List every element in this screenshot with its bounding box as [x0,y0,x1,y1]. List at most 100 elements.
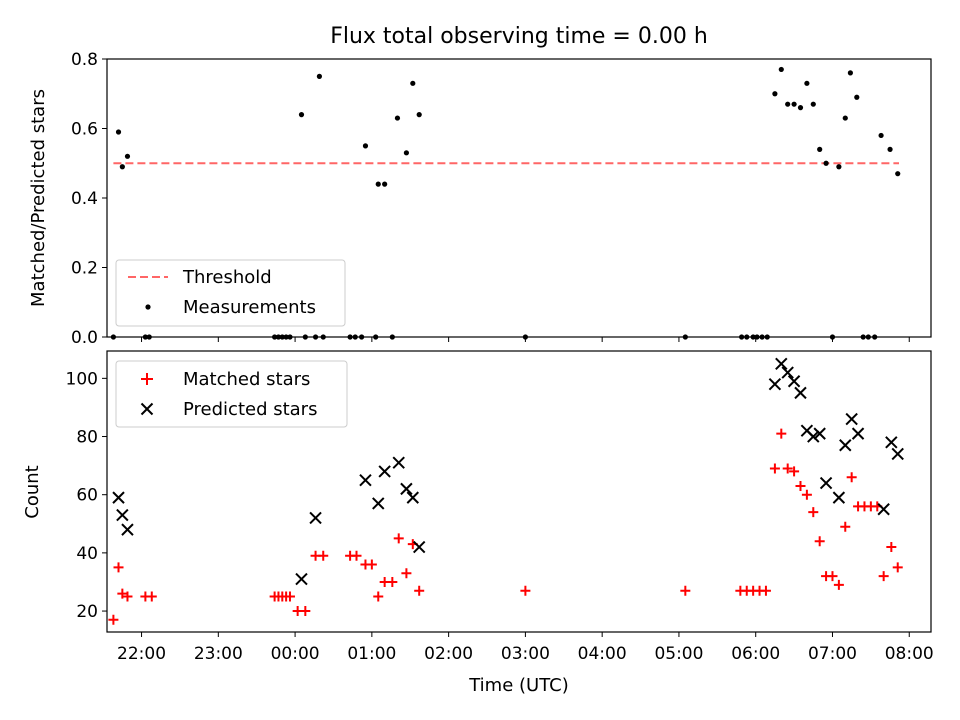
figure-title: Flux total observing time = 0.00 h [330,24,708,49]
measurement-point [854,94,860,100]
x-tick-label: 07:00 [808,644,857,664]
bottom-axes-frame [106,350,932,633]
predicted-star-point [768,377,782,391]
top-legend: Threshold Measurements [115,259,346,327]
bottom-panel: Count 20 40 60 80 100 22:00 23:00 00:00 01:00 02:… [22,350,934,664]
matched-star-point [351,550,362,561]
measurement-point [791,101,797,107]
top-y-axis-label: Matched/Predicted stars [28,89,49,307]
measurement-point [895,171,901,177]
x-tick-label: 22:00 [117,644,166,664]
measurement-point [804,80,810,86]
predicted-star-point [309,511,322,525]
matched-star-point [801,489,812,500]
matched-star-point [401,568,412,579]
measurement-point [124,153,131,159]
x-tick-label: 23:00 [194,644,243,664]
measurement-point [785,101,791,107]
top-y-tick-label: 0.4 [71,189,98,209]
predicted-star-point [378,465,391,478]
predicted-star-point [891,447,904,461]
predicted-star-point [839,439,852,452]
predicted-legend-label: Predicted stars [183,399,317,420]
matched-star-point [117,588,128,599]
matched-legend-swatch [141,373,153,385]
matched-star-point [846,472,857,483]
matched-star-point [387,576,398,587]
top-y-tick-label: 0.6 [71,120,98,140]
x-tick-label: 03:00 [501,644,550,664]
matched-star-point [892,562,903,573]
measurement-point [316,73,322,79]
matched-star-point [776,428,787,439]
predicted-legend-swatch [140,402,154,416]
top-plot-area: 0.0 0.2 0.4 0.6 0.8 [71,50,932,348]
threshold-legend-label: Threshold [182,267,272,288]
matched-star-point [789,466,800,477]
x-tick-label: 02:00 [424,644,473,664]
measurement-point [772,91,778,97]
matched-star-point [414,585,425,596]
bottom-y-tick-label: 20 [76,602,98,622]
measurement-point [298,112,305,118]
predicted-legend-marker [140,402,154,416]
matched-star-point [146,591,157,602]
predicted-star-point [794,386,807,400]
bottom-legend-frame [115,360,348,428]
x-tick-label: 00:00 [271,644,320,664]
predicted-star-point [787,375,801,388]
matched-star-point [782,463,793,474]
measurements-legend-label: Measurements [183,297,316,318]
measurement-point [836,164,842,170]
measurement-point [403,150,410,156]
measurements-legend-swatch [145,304,151,310]
measurement-point [410,80,416,86]
bottom-y-tick-label: 100 [66,369,98,389]
matched-star-point [878,571,889,582]
predicted-star-point [813,427,826,440]
x-tick-label: 06:00 [731,644,780,664]
predicted-star-point [775,357,788,371]
top-y-tick-label: 0.0 [71,328,98,348]
matched-legend-marker [141,373,153,385]
top-axes-frame [106,58,932,338]
matched-star-point [393,533,404,544]
bottom-plot-area: 20 40 60 80 100 22:00 23:00 00:00 01:00 02:00 03:0… [66,350,934,664]
x-tick-label: 04:00 [578,644,627,664]
top-y-tick-label: 0.8 [71,50,98,70]
predicted-star-point [372,497,385,510]
x-axis-label: Time (UTC) [468,675,569,696]
matched-star-point [795,480,806,491]
x-tick-label: 08:00 [885,644,934,664]
matched-star-point [520,585,531,596]
matched-star-point [108,614,119,625]
predicted-star-point [781,366,794,379]
measurement-point [847,70,853,76]
predicted-star-point [819,476,833,490]
measurement-point [416,112,422,118]
predicted-star-point [845,412,858,426]
predicted-star-point [392,456,405,469]
measurement-point [394,115,401,121]
measurement-point [797,105,804,111]
predicted-star-point [885,436,898,449]
bottom-y-axis-label: Count [22,465,43,518]
measurement-point [887,146,893,152]
predicted-star-point [832,491,846,504]
predicted-star-point [295,572,308,586]
measurement-point [362,143,369,149]
matched-star-point [680,585,691,596]
measurement-point [382,181,388,187]
predicted-star-point [121,523,134,536]
measurement-point [375,181,381,187]
top-panel: Matched/Predicted stars 0.00.20.40.60.8 … [28,50,932,348]
predicted-star-point [877,503,890,516]
matched-legend-label: Matched stars [183,369,310,390]
matched-star-point [300,606,311,617]
matched-star-point [366,559,377,570]
matched-star-point [760,585,771,596]
bottom-legend: Matched stars Predicted stars [115,360,348,428]
measurement-point [842,115,848,121]
matched-star-point [808,507,819,518]
